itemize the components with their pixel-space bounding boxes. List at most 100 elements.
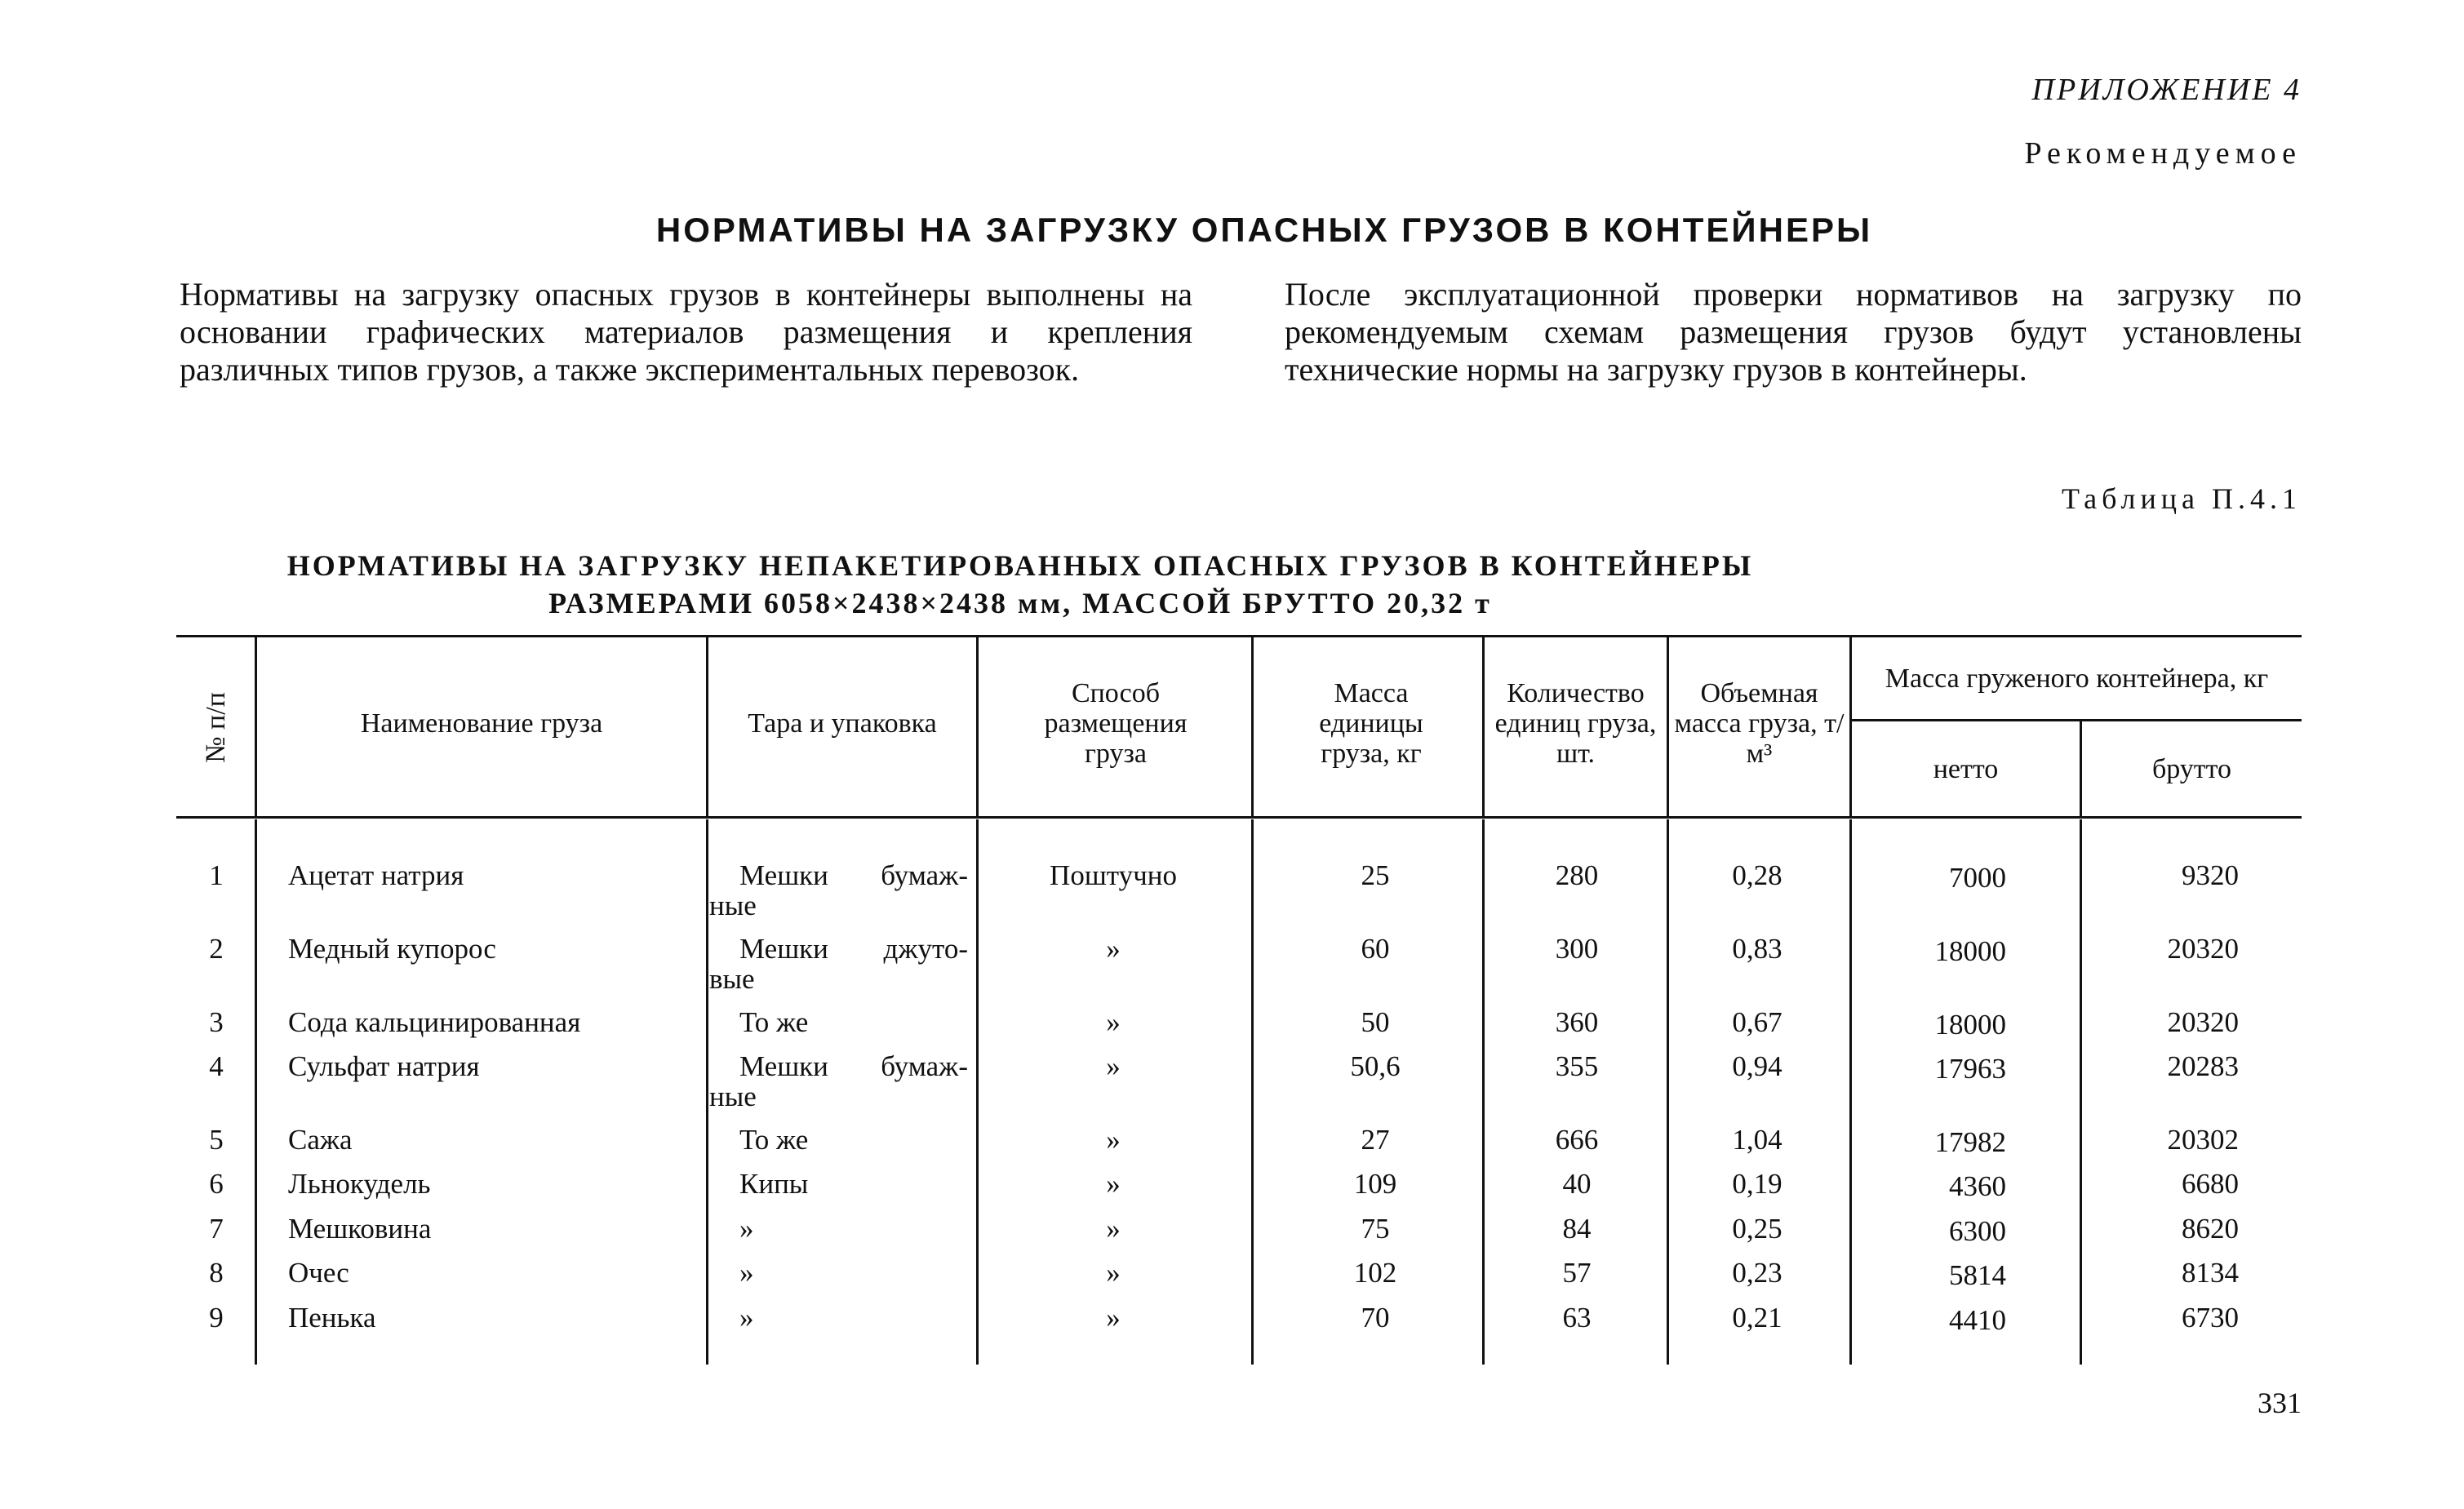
row-gross: 8134 <box>2182 1257 2239 1289</box>
row-volume-mass: 0,25 <box>1732 1213 1783 1245</box>
row-num: 9 <box>209 1302 224 1334</box>
header-name: Наименование груза <box>360 708 603 739</box>
row-method: » <box>1106 1213 1121 1245</box>
row-count: 57 <box>1562 1257 1592 1289</box>
header-unit-mass: Масса единицы груза, кг <box>1319 677 1423 769</box>
row-num: 7 <box>209 1213 224 1245</box>
header-num-label: № п/п <box>200 691 231 763</box>
column-divider <box>1667 637 1669 816</box>
row-gross: 20283 <box>2167 1050 2240 1082</box>
row-unit-mass: 50,6 <box>1350 1050 1401 1082</box>
header-container-mass: Масса груженого контейнера, кг <box>1885 664 2269 694</box>
column-divider <box>1667 819 1669 1365</box>
row-tara: вые <box>709 963 755 995</box>
row-net: 17963 <box>1934 1053 2007 1085</box>
column-divider <box>1251 637 1254 816</box>
row-count: 355 <box>1555 1050 1599 1082</box>
row-name: Мешковина <box>288 1213 432 1245</box>
row-method: Поштучно <box>1050 859 1177 891</box>
header-tara: Тара и упаковка <box>748 708 937 739</box>
row-count: 360 <box>1555 1006 1599 1038</box>
table-title-line1: НОРМАТИВЫ НА ЗАГРУЗКУ НЕПАКЕТИРОВАННЫХ О… <box>286 549 1754 582</box>
row-gross: 20302 <box>2167 1124 2240 1156</box>
page-number: 331 <box>2258 1387 2302 1419</box>
row-tara: То же <box>739 1006 809 1038</box>
row-tara: Мешки бумаж- <box>739 859 968 891</box>
row-method: » <box>1106 1302 1121 1334</box>
row-name: Льнокудель <box>288 1168 431 1200</box>
column-divider <box>2080 721 2082 819</box>
row-unit-mass: 60 <box>1361 933 1390 965</box>
column-divider <box>706 637 708 816</box>
row-tara: » <box>739 1257 754 1289</box>
header-method: Способ размещения груза <box>1044 677 1188 769</box>
row-method: » <box>1106 1006 1121 1038</box>
column-divider <box>976 637 979 816</box>
row-volume-mass: 0,28 <box>1732 859 1783 891</box>
table-top-rule <box>176 635 2302 637</box>
intro-right-paragraph: После эксплуатационной проверки норматив… <box>1285 276 2302 388</box>
row-unit-mass: 25 <box>1361 859 1390 891</box>
column-divider <box>1849 637 1852 816</box>
row-gross: 9320 <box>2182 859 2239 891</box>
column-divider <box>255 819 257 1365</box>
column-divider <box>1482 637 1485 816</box>
row-count: 84 <box>1562 1213 1592 1245</box>
table-number: Таблица П.4.1 <box>2062 482 2302 515</box>
row-net: 18000 <box>1934 1009 2007 1041</box>
row-count: 40 <box>1562 1168 1592 1200</box>
column-divider <box>2080 819 2082 1365</box>
row-name: Сода кальцинированная <box>288 1006 581 1038</box>
subheader-rule <box>1849 719 2302 721</box>
row-tara: ные <box>709 1081 757 1112</box>
row-volume-mass: 0,67 <box>1732 1006 1783 1038</box>
row-gross: 20320 <box>2167 1006 2240 1038</box>
row-tara: Мешки джуто- <box>739 933 968 965</box>
column-divider <box>1482 819 1485 1365</box>
row-tara: » <box>739 1302 754 1334</box>
row-volume-mass: 0,23 <box>1732 1257 1783 1289</box>
appendix-label: ПРИЛОЖЕНИЕ 4 <box>2031 73 2302 107</box>
row-num: 3 <box>209 1006 224 1038</box>
row-unit-mass: 70 <box>1361 1302 1390 1334</box>
header-net: нетто <box>1933 753 1999 784</box>
row-volume-mass: 0,19 <box>1732 1168 1783 1200</box>
row-net: 4410 <box>1949 1304 2006 1336</box>
row-tara: То же <box>739 1124 809 1156</box>
header-volume-mass: Объемная масса груза, т/м³ <box>1674 677 1845 769</box>
page-title: НОРМАТИВЫ НА ЗАГРУЗКУ ОПАСНЫХ ГРУЗОВ В К… <box>655 211 1873 249</box>
row-tara: » <box>739 1213 754 1245</box>
row-volume-mass: 0,83 <box>1732 933 1783 965</box>
row-gross: 6730 <box>2182 1302 2239 1334</box>
row-num: 5 <box>209 1124 224 1156</box>
row-method: » <box>1106 933 1121 965</box>
row-unit-mass: 102 <box>1353 1257 1397 1289</box>
header-count: Количество единиц груза, шт. <box>1494 677 1657 769</box>
row-net: 7000 <box>1949 862 2006 894</box>
row-count: 666 <box>1555 1124 1599 1156</box>
row-count: 300 <box>1555 933 1599 965</box>
row-name: Ацетат натрия <box>288 859 464 891</box>
column-divider <box>255 637 257 816</box>
row-num: 4 <box>209 1050 224 1082</box>
row-gross: 20320 <box>2167 933 2240 965</box>
header-gross: брутто <box>2151 753 2232 784</box>
row-name: Сульфат натрия <box>288 1050 480 1082</box>
row-name: Сажа <box>288 1124 353 1156</box>
row-num: 6 <box>209 1168 224 1200</box>
row-method: » <box>1106 1124 1121 1156</box>
row-unit-mass: 109 <box>1353 1168 1397 1200</box>
row-name: Пенька <box>288 1302 376 1334</box>
row-num: 2 <box>209 933 224 965</box>
table-title-line2: РАЗМЕРАМИ 6058×2438×2438 мм, МАССОЙ БРУТ… <box>548 587 1492 619</box>
row-volume-mass: 0,94 <box>1732 1050 1783 1082</box>
row-name: Очес <box>288 1257 349 1289</box>
column-divider <box>706 819 708 1365</box>
row-gross: 6680 <box>2182 1168 2239 1200</box>
row-name: Медный купорос <box>288 933 496 965</box>
header-bottom-rule <box>176 816 2302 819</box>
row-net: 6300 <box>1949 1215 2006 1247</box>
row-tara: Мешки бумаж- <box>739 1050 968 1082</box>
column-divider <box>1251 819 1254 1365</box>
row-count: 63 <box>1562 1302 1592 1334</box>
